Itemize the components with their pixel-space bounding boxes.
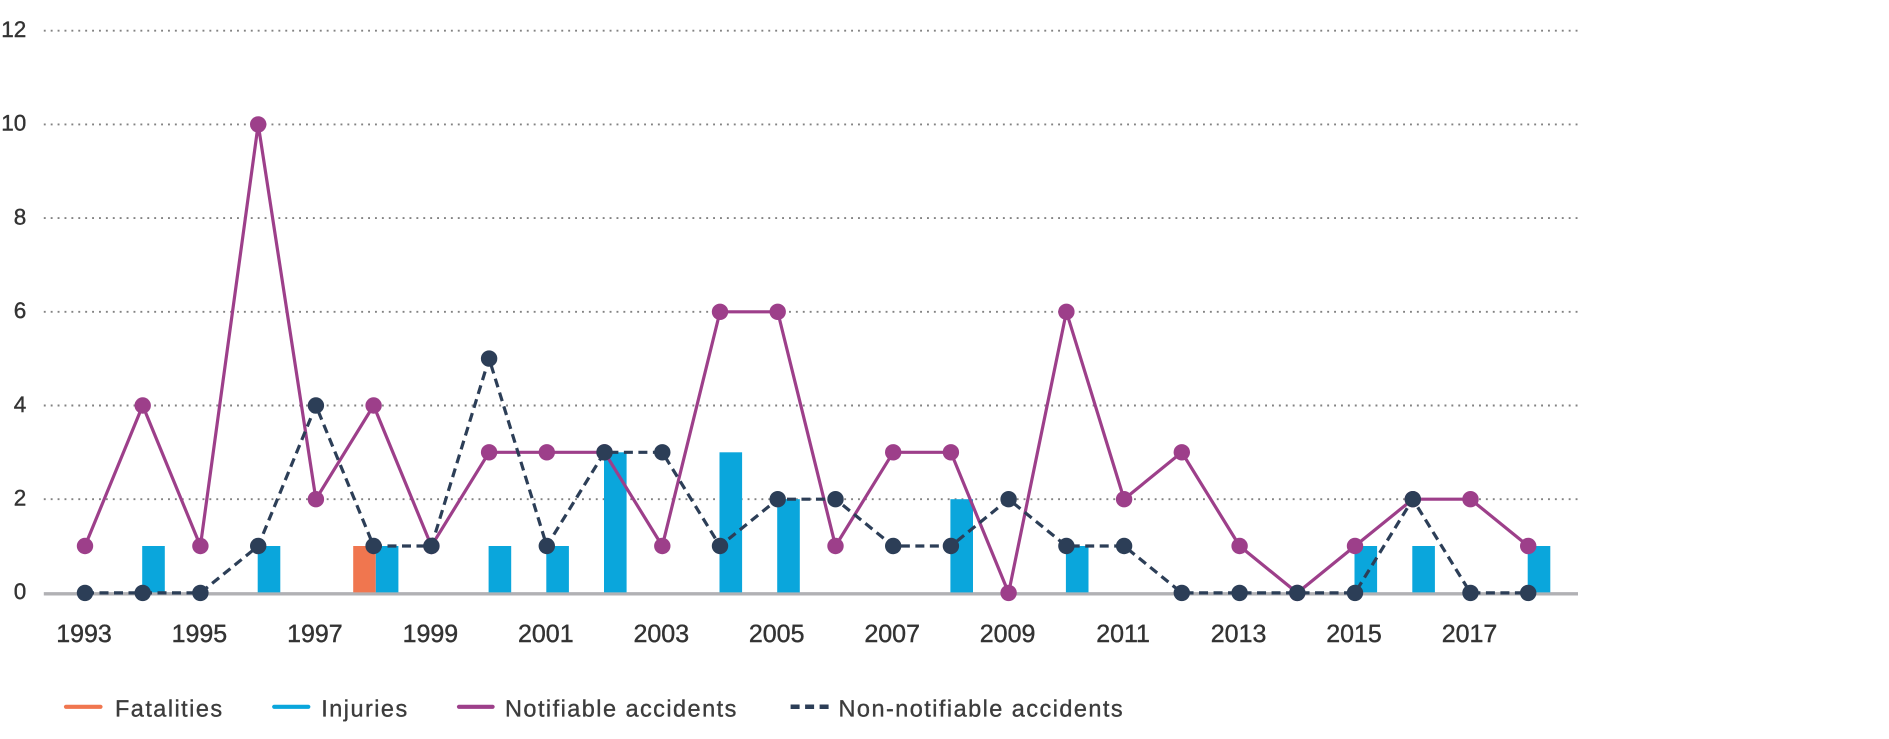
svg-text:10: 10 bbox=[1, 111, 26, 136]
svg-text:2003: 2003 bbox=[633, 620, 689, 648]
svg-text:4: 4 bbox=[14, 392, 27, 417]
svg-text:2011: 2011 bbox=[1096, 620, 1150, 648]
svg-text:2017: 2017 bbox=[1442, 620, 1498, 648]
svg-text:Notifiable accidents: Notifiable accidents bbox=[505, 696, 738, 722]
svg-text:6: 6 bbox=[14, 298, 27, 323]
svg-text:8: 8 bbox=[14, 204, 27, 229]
svg-text:Fatalities: Fatalities bbox=[115, 696, 224, 722]
svg-text:2: 2 bbox=[14, 486, 27, 511]
svg-text:2009: 2009 bbox=[980, 620, 1036, 648]
svg-text:2005: 2005 bbox=[749, 620, 805, 648]
svg-text:2015: 2015 bbox=[1326, 620, 1382, 648]
svg-text:2001: 2001 bbox=[518, 620, 574, 648]
svg-text:1993: 1993 bbox=[56, 620, 112, 648]
svg-text:1999: 1999 bbox=[403, 620, 459, 648]
svg-text:Non-notifiable accidents: Non-notifiable accidents bbox=[839, 696, 1125, 722]
svg-text:1997: 1997 bbox=[287, 620, 343, 648]
svg-text:12: 12 bbox=[1, 17, 26, 42]
svg-text:1995: 1995 bbox=[172, 620, 228, 648]
svg-text:2007: 2007 bbox=[864, 620, 920, 648]
svg-text:2013: 2013 bbox=[1211, 620, 1267, 648]
svg-text:0: 0 bbox=[14, 579, 27, 604]
svg-text:Injuries: Injuries bbox=[321, 696, 408, 722]
